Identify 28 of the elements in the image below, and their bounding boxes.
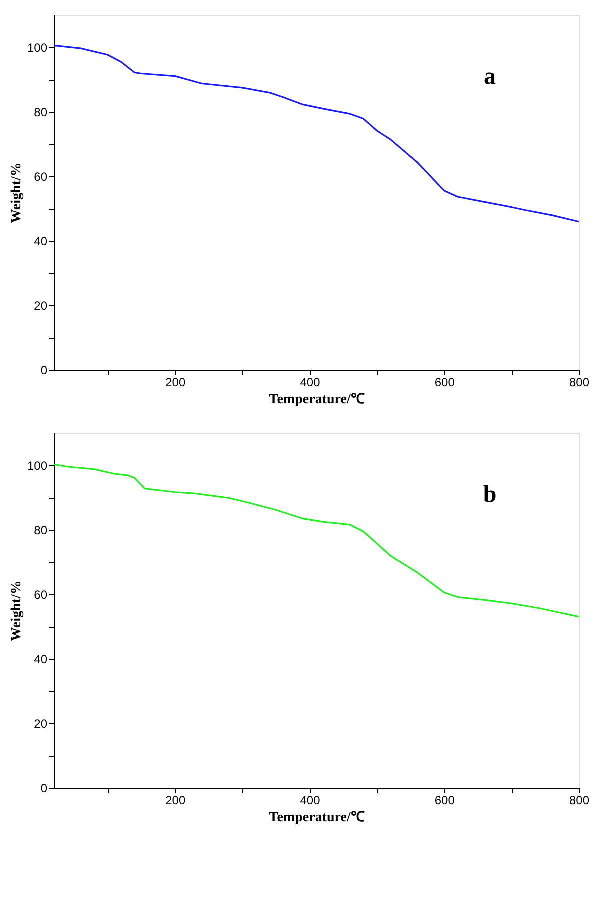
x-tick-label: 800 [569, 794, 590, 808]
y-axis-title: Weight/% [9, 162, 24, 224]
y-tick-label: 40 [34, 652, 48, 666]
x-axis-title: Temperature/℃ [269, 810, 365, 826]
y-tick-label: 100 [27, 458, 48, 473]
x-tick-label: 200 [166, 376, 186, 390]
x-tick-label: 600 [434, 794, 456, 808]
y-tick-label: 100 [27, 40, 48, 55]
x-tick-label: 600 [434, 376, 456, 390]
line-series [53, 464, 580, 618]
y-tick-label: 0 [40, 364, 48, 378]
x-tick-label: 400 [300, 794, 321, 808]
y-tick-label: 60 [34, 588, 48, 602]
x-tick-label: 400 [300, 376, 321, 390]
x-tick-label: 800 [569, 376, 590, 390]
y-tick-label: 80 [34, 105, 48, 120]
line-series [53, 44, 580, 223]
y-tick-label: 20 [34, 716, 48, 731]
y-tick-label: 80 [34, 523, 48, 538]
y-tick-label: 20 [34, 298, 48, 313]
annotation: b [483, 482, 497, 508]
x-axis-title: Temperature/℃ [269, 392, 365, 408]
y-tick-label: 0 [40, 782, 48, 796]
annotation: a [484, 64, 496, 90]
y-axis-title: Weight/% [9, 580, 24, 642]
y-tick-label: 40 [34, 234, 48, 248]
x-tick-label: 200 [166, 794, 186, 808]
y-tick-label: 60 [34, 170, 48, 184]
